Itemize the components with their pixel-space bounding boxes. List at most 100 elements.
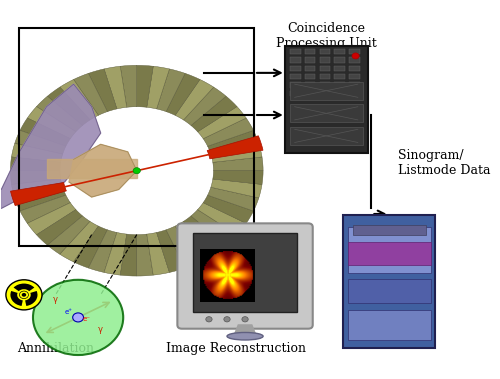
- FancyBboxPatch shape: [290, 74, 300, 79]
- Wedge shape: [120, 234, 137, 276]
- FancyBboxPatch shape: [353, 225, 426, 235]
- Wedge shape: [203, 118, 254, 146]
- Circle shape: [6, 280, 42, 310]
- FancyBboxPatch shape: [178, 223, 312, 329]
- Wedge shape: [147, 232, 170, 275]
- Polygon shape: [46, 160, 137, 178]
- Wedge shape: [28, 106, 76, 139]
- Circle shape: [20, 291, 28, 299]
- FancyBboxPatch shape: [320, 66, 330, 71]
- Wedge shape: [104, 232, 126, 275]
- Wedge shape: [14, 187, 66, 211]
- Circle shape: [224, 317, 230, 322]
- Wedge shape: [175, 80, 214, 120]
- Ellipse shape: [227, 332, 263, 340]
- Wedge shape: [198, 106, 246, 139]
- Wedge shape: [147, 66, 170, 109]
- Wedge shape: [60, 80, 98, 120]
- Wedge shape: [213, 157, 263, 171]
- Wedge shape: [184, 87, 226, 125]
- Wedge shape: [88, 69, 117, 111]
- Wedge shape: [20, 195, 70, 223]
- Text: e⁻: e⁻: [83, 316, 91, 322]
- FancyBboxPatch shape: [193, 233, 297, 312]
- FancyBboxPatch shape: [290, 91, 300, 96]
- Wedge shape: [48, 87, 90, 125]
- FancyBboxPatch shape: [334, 49, 345, 55]
- Wedge shape: [211, 179, 262, 198]
- FancyBboxPatch shape: [304, 66, 316, 71]
- FancyBboxPatch shape: [348, 227, 430, 273]
- Polygon shape: [234, 325, 256, 336]
- Wedge shape: [208, 130, 259, 154]
- FancyBboxPatch shape: [334, 74, 345, 79]
- FancyBboxPatch shape: [320, 82, 330, 88]
- Wedge shape: [36, 210, 82, 245]
- Text: γ: γ: [53, 295, 58, 304]
- Wedge shape: [203, 195, 254, 223]
- Text: γ: γ: [98, 326, 103, 334]
- FancyBboxPatch shape: [334, 66, 345, 71]
- Wedge shape: [48, 216, 90, 254]
- FancyBboxPatch shape: [290, 127, 363, 145]
- FancyBboxPatch shape: [320, 91, 330, 96]
- Wedge shape: [74, 74, 108, 115]
- FancyBboxPatch shape: [290, 49, 300, 55]
- Wedge shape: [104, 66, 126, 109]
- Polygon shape: [2, 84, 100, 208]
- FancyBboxPatch shape: [348, 279, 430, 303]
- FancyBboxPatch shape: [320, 49, 330, 55]
- Text: e⁺: e⁺: [65, 309, 73, 315]
- Wedge shape: [12, 143, 63, 162]
- Circle shape: [242, 317, 248, 322]
- FancyBboxPatch shape: [350, 66, 360, 71]
- FancyBboxPatch shape: [350, 58, 360, 63]
- Wedge shape: [191, 210, 237, 245]
- Circle shape: [206, 317, 212, 322]
- Wedge shape: [156, 230, 185, 273]
- FancyBboxPatch shape: [350, 82, 360, 88]
- Wedge shape: [25, 291, 38, 306]
- Wedge shape: [12, 179, 63, 198]
- Circle shape: [352, 53, 359, 59]
- FancyBboxPatch shape: [348, 242, 430, 265]
- Wedge shape: [10, 291, 23, 306]
- Polygon shape: [69, 144, 137, 197]
- FancyBboxPatch shape: [350, 74, 360, 79]
- Wedge shape: [74, 226, 108, 268]
- FancyBboxPatch shape: [304, 82, 316, 88]
- FancyBboxPatch shape: [334, 91, 345, 96]
- Text: Image Reconstruction: Image Reconstruction: [166, 342, 306, 355]
- FancyBboxPatch shape: [290, 82, 363, 100]
- Wedge shape: [166, 74, 200, 115]
- Circle shape: [22, 293, 26, 297]
- Wedge shape: [88, 230, 117, 273]
- Wedge shape: [207, 136, 263, 159]
- Wedge shape: [175, 221, 214, 262]
- Wedge shape: [211, 143, 262, 162]
- FancyBboxPatch shape: [350, 49, 360, 55]
- FancyBboxPatch shape: [304, 58, 316, 63]
- FancyBboxPatch shape: [348, 310, 430, 340]
- FancyBboxPatch shape: [304, 49, 316, 55]
- Wedge shape: [156, 69, 185, 111]
- Wedge shape: [208, 187, 259, 211]
- Wedge shape: [10, 171, 60, 185]
- FancyBboxPatch shape: [344, 215, 436, 348]
- Wedge shape: [10, 157, 60, 171]
- Wedge shape: [213, 171, 263, 185]
- Wedge shape: [36, 96, 82, 132]
- Wedge shape: [198, 203, 246, 235]
- Wedge shape: [137, 234, 153, 276]
- FancyBboxPatch shape: [304, 91, 316, 96]
- FancyBboxPatch shape: [290, 82, 300, 88]
- FancyBboxPatch shape: [350, 91, 360, 96]
- Wedge shape: [20, 118, 70, 146]
- Wedge shape: [191, 96, 237, 132]
- FancyBboxPatch shape: [334, 82, 345, 88]
- FancyBboxPatch shape: [334, 58, 345, 63]
- FancyBboxPatch shape: [290, 66, 300, 71]
- Text: Coincidence
Processing Unit: Coincidence Processing Unit: [276, 22, 376, 50]
- FancyBboxPatch shape: [320, 74, 330, 79]
- FancyBboxPatch shape: [290, 58, 300, 63]
